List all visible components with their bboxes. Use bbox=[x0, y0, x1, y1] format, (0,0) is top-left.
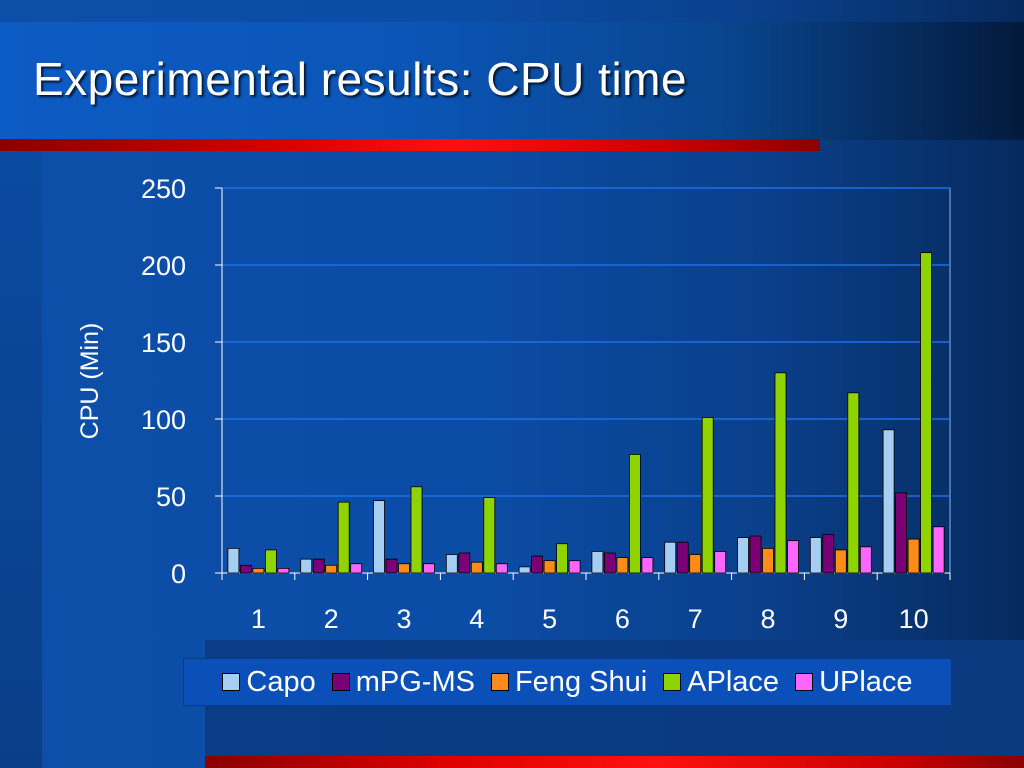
bar-feng-shui bbox=[834, 549, 847, 574]
bottom-red-divider bbox=[205, 756, 1024, 768]
bar-uplace bbox=[859, 546, 872, 574]
left-decor-strip bbox=[0, 150, 42, 768]
bar-capo bbox=[809, 537, 822, 574]
bar-aplace bbox=[701, 417, 714, 574]
bar-uplace bbox=[277, 567, 290, 574]
top-red-divider bbox=[0, 139, 820, 151]
legend-item: Feng Shui bbox=[490, 665, 648, 699]
bar-capo bbox=[227, 547, 240, 574]
x-tick-label: 8 bbox=[760, 604, 775, 634]
legend-item: Capo bbox=[222, 665, 316, 699]
y-tick-label: 150 bbox=[141, 328, 186, 358]
plot-area bbox=[221, 187, 951, 574]
legend-item: UPlace bbox=[795, 666, 913, 699]
bar-capo bbox=[591, 551, 604, 574]
legend-item: APlace bbox=[663, 666, 779, 699]
bar-aplace bbox=[264, 549, 277, 574]
title-band bbox=[0, 22, 1024, 140]
x-tick-label: 5 bbox=[542, 604, 557, 634]
slide-title: Experimental results: CPU time bbox=[33, 53, 688, 105]
bar-mpg-ms bbox=[385, 558, 398, 574]
bar-aplace bbox=[410, 486, 423, 574]
legend-label: UPlace bbox=[819, 665, 913, 698]
bar-feng-shui bbox=[470, 561, 483, 574]
bar-uplace bbox=[932, 526, 945, 574]
bar-feng-shui bbox=[398, 563, 410, 574]
bar-uplace bbox=[641, 557, 654, 574]
bar-uplace bbox=[568, 560, 581, 574]
bar-uplace bbox=[787, 540, 799, 574]
legend-item: mPG-MS bbox=[331, 665, 475, 699]
y-axis-label: CPU (Min) bbox=[76, 323, 104, 440]
legend-swatch bbox=[490, 673, 509, 691]
x-tick-label: 9 bbox=[833, 604, 848, 634]
bar-capo bbox=[300, 558, 313, 574]
legend-swatch bbox=[331, 673, 350, 691]
x-tick-label: 3 bbox=[396, 604, 411, 634]
legend-swatch bbox=[795, 673, 814, 691]
legend-label: APlace bbox=[687, 665, 780, 698]
bar-feng-shui bbox=[616, 557, 629, 574]
bar-aplace bbox=[629, 454, 641, 574]
x-tick-label: 1 bbox=[251, 604, 266, 634]
x-tick-label: 2 bbox=[324, 604, 339, 634]
bar-mpg-ms bbox=[895, 492, 907, 574]
bar-mpg-ms bbox=[312, 558, 325, 574]
x-tick-label: 7 bbox=[688, 604, 703, 634]
y-tick-label: 200 bbox=[141, 251, 186, 281]
bar-feng-shui bbox=[325, 564, 338, 574]
bar-feng-shui bbox=[907, 538, 920, 574]
bar-mpg-ms bbox=[822, 534, 835, 574]
y-tick-label: 0 bbox=[171, 559, 186, 589]
bar-mpg-ms bbox=[531, 555, 543, 574]
bar-capo bbox=[445, 554, 458, 574]
bar-capo bbox=[882, 429, 895, 574]
bar-aplace bbox=[556, 543, 568, 574]
legend-swatch bbox=[222, 673, 241, 691]
bar-aplace bbox=[774, 372, 787, 574]
x-tick-label: 10 bbox=[899, 604, 929, 634]
bar-uplace bbox=[495, 563, 508, 574]
bar-uplace bbox=[350, 563, 363, 574]
bar-feng-shui bbox=[762, 547, 774, 574]
legend-label: Feng Shui bbox=[514, 665, 648, 698]
bar-mpg-ms bbox=[676, 541, 689, 574]
bar-feng-shui bbox=[689, 554, 702, 574]
y-tick-label: 50 bbox=[156, 482, 186, 512]
bar-mpg-ms bbox=[604, 552, 616, 574]
legend-label: mPG-MS bbox=[355, 665, 475, 698]
x-tick-label: 4 bbox=[469, 604, 484, 634]
bar-feng-shui bbox=[543, 560, 556, 574]
bar-feng-shui bbox=[252, 567, 265, 574]
bar-aplace bbox=[337, 501, 350, 574]
bar-capo bbox=[664, 541, 677, 574]
bar-uplace bbox=[714, 551, 727, 574]
chart-legend: Capo mPG-MS Feng Shui APlace UPlace bbox=[183, 658, 952, 706]
bar-mpg-ms bbox=[749, 535, 762, 574]
y-tick-label: 250 bbox=[141, 174, 186, 204]
bar-mpg-ms bbox=[239, 564, 252, 574]
y-tick-label: 100 bbox=[141, 405, 186, 435]
bar-capo bbox=[373, 500, 385, 574]
bar-aplace bbox=[847, 392, 860, 574]
bar-uplace bbox=[423, 563, 435, 574]
bar-aplace bbox=[920, 252, 932, 574]
bar-capo bbox=[737, 537, 749, 574]
bar-capo bbox=[518, 566, 531, 574]
legend-label: Capo bbox=[246, 665, 316, 698]
legend-swatch bbox=[663, 673, 682, 691]
bar-mpg-ms bbox=[458, 552, 471, 574]
bar-aplace bbox=[483, 497, 496, 574]
x-tick-label: 6 bbox=[615, 604, 630, 634]
